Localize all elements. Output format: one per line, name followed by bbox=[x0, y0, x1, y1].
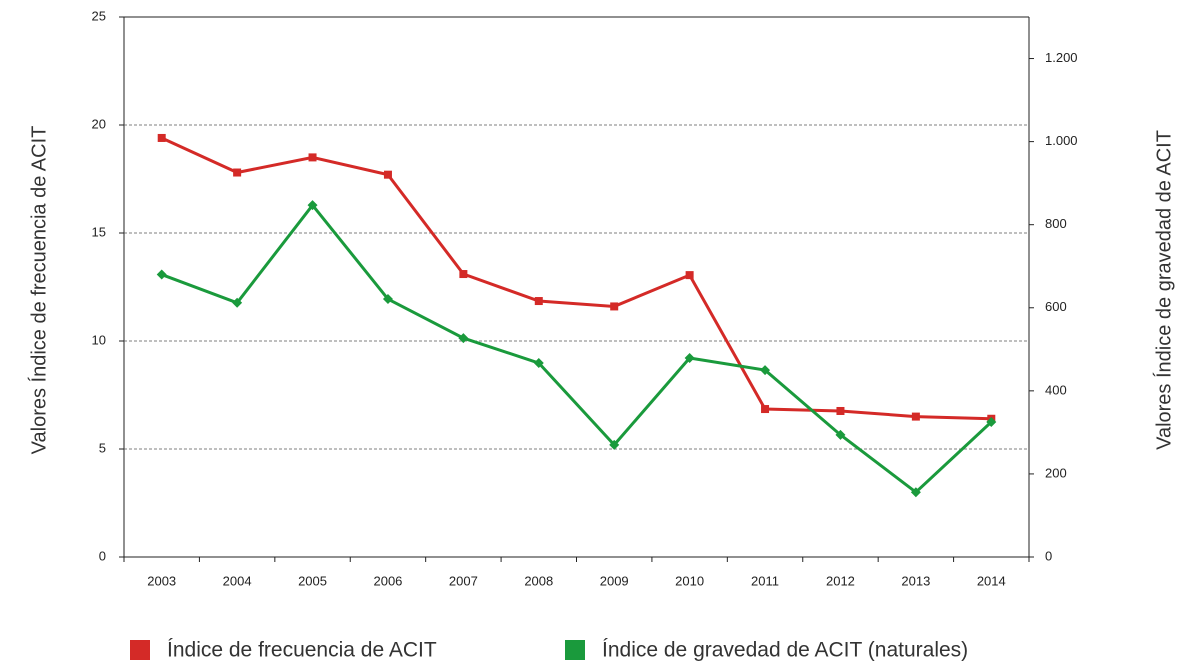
legend-label: Índice de gravedad de ACIT (naturales) bbox=[602, 639, 968, 662]
y-tick-label: 10 bbox=[92, 332, 106, 347]
x-tick-label: 2014 bbox=[977, 573, 1006, 588]
legend-swatch bbox=[130, 640, 150, 660]
y2-tick-label: 800 bbox=[1045, 216, 1067, 231]
marker bbox=[383, 170, 392, 179]
y2-tick-label: 600 bbox=[1045, 299, 1067, 314]
legend-swatch bbox=[565, 640, 585, 660]
marker bbox=[910, 487, 921, 498]
y2-axis-title: Valores Índice de gravedad de ACIT bbox=[1152, 130, 1175, 450]
x-tick-label: 2013 bbox=[901, 573, 930, 588]
marker bbox=[986, 417, 997, 427]
marker bbox=[609, 439, 620, 450]
y2-tick-label: 0 bbox=[1045, 548, 1052, 563]
y-tick-label: 15 bbox=[92, 224, 106, 239]
y2-tick-label: 400 bbox=[1045, 382, 1067, 397]
x-tick-label: 2009 bbox=[600, 573, 629, 588]
marker bbox=[233, 168, 242, 177]
x-tick-label: 2006 bbox=[373, 573, 402, 588]
x-tick-label: 2004 bbox=[223, 573, 252, 588]
series-line bbox=[161, 202, 993, 495]
marker bbox=[610, 302, 619, 311]
marker bbox=[232, 297, 243, 308]
marker bbox=[308, 153, 317, 162]
marker bbox=[458, 333, 469, 344]
marker bbox=[307, 200, 318, 211]
x-tick-label: 2011 bbox=[751, 573, 779, 588]
marker bbox=[911, 412, 920, 421]
y-axis-title: Valores Índice de frecuencia de ACIT bbox=[27, 126, 50, 455]
y2-tick-label: 1.200 bbox=[1045, 50, 1078, 65]
x-tick-label: 2003 bbox=[147, 573, 176, 588]
x-tick-label: 2012 bbox=[826, 573, 855, 588]
marker bbox=[382, 294, 393, 305]
marker bbox=[836, 406, 845, 415]
y-tick-label: 5 bbox=[99, 440, 106, 455]
marker bbox=[533, 358, 544, 369]
y-tick-label: 20 bbox=[92, 116, 106, 131]
y-tick-label: 25 bbox=[92, 8, 106, 23]
x-tick-label: 2007 bbox=[449, 573, 478, 588]
x-tick-label: 2008 bbox=[524, 573, 553, 588]
marker bbox=[685, 271, 694, 280]
marker bbox=[684, 353, 695, 364]
x-tick-label: 2005 bbox=[298, 573, 327, 588]
marker bbox=[534, 297, 543, 306]
y-tick-label: 0 bbox=[99, 548, 106, 563]
y2-tick-label: 1.000 bbox=[1045, 133, 1078, 148]
marker bbox=[156, 269, 167, 280]
y2-tick-label: 200 bbox=[1045, 465, 1067, 480]
marker bbox=[835, 429, 846, 440]
marker bbox=[459, 270, 468, 279]
series-line bbox=[161, 136, 992, 421]
marker bbox=[760, 365, 771, 376]
x-tick-label: 2010 bbox=[675, 573, 704, 588]
legend-label: Índice de frecuencia de ACIT bbox=[167, 639, 437, 662]
marker bbox=[157, 133, 166, 142]
marker bbox=[761, 405, 770, 414]
